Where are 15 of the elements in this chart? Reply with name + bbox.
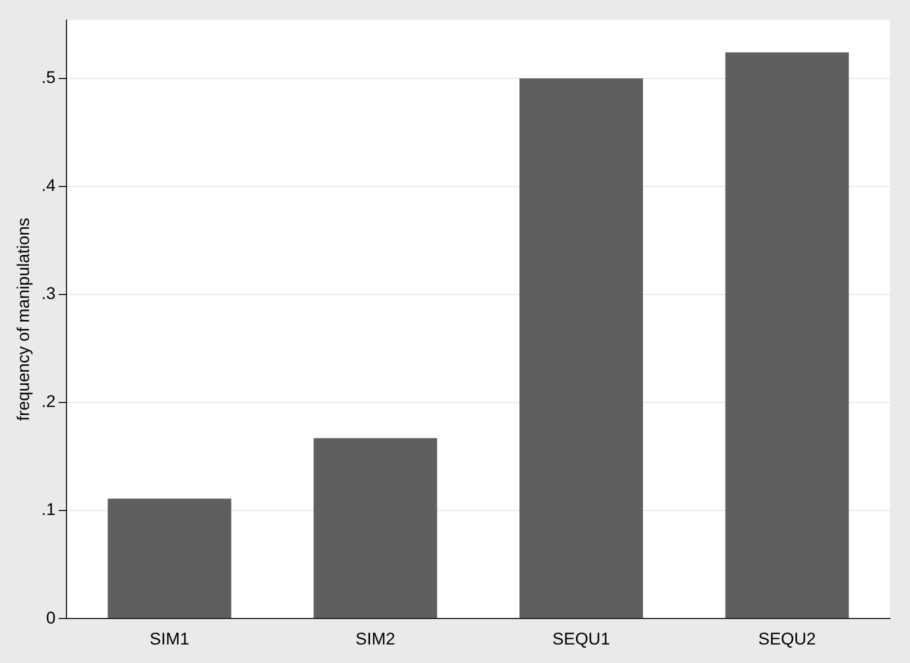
x-tick-label: SIM1: [150, 629, 190, 648]
bar: [108, 498, 232, 618]
y-tick-label: 0: [46, 608, 56, 628]
x-tick-label: SEQU1: [552, 629, 610, 648]
bar: [519, 78, 643, 618]
x-tick-label: SEQU2: [758, 629, 816, 648]
y-tick-label: .3: [41, 284, 56, 304]
x-tick-label: SIM2: [356, 629, 396, 648]
y-axis-title: frequency of manipulations: [14, 218, 33, 421]
y-tick-label: .1: [41, 500, 56, 520]
y-tick-label: .2: [41, 392, 56, 412]
y-tick-label: .4: [41, 176, 56, 196]
bar: [314, 438, 438, 618]
y-tick-label: .5: [41, 68, 56, 88]
bar: [725, 52, 849, 618]
